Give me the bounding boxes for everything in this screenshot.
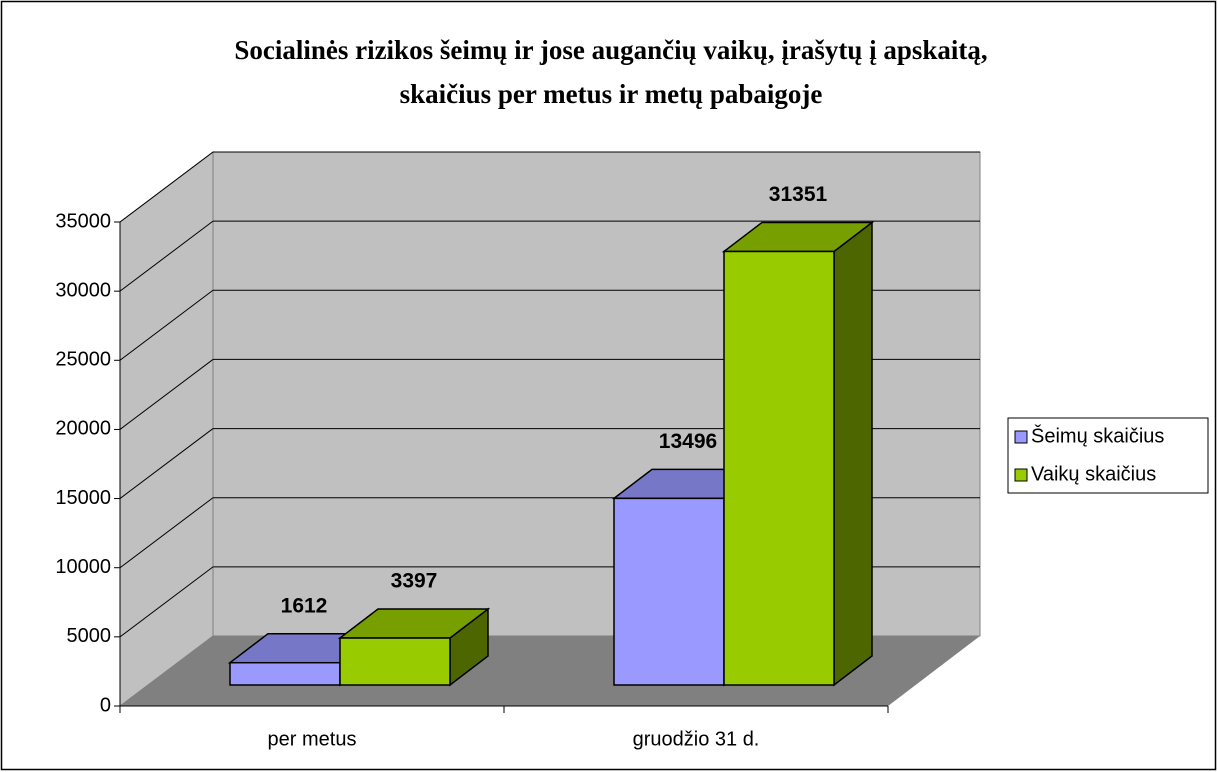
value-label: 1612 bbox=[281, 594, 328, 617]
y-tick-label: 35000 bbox=[55, 210, 111, 232]
bar bbox=[339, 637, 451, 686]
legend-swatch bbox=[1014, 468, 1028, 482]
grid-line bbox=[119, 220, 214, 292]
y-tick-label: 5000 bbox=[67, 625, 112, 647]
x-tick-label: gruodžio 31 d. bbox=[633, 728, 760, 750]
y-tick-label: 15000 bbox=[55, 487, 111, 509]
bar bbox=[613, 497, 725, 686]
grid-line bbox=[119, 289, 214, 361]
grid-line bbox=[119, 566, 214, 638]
y-tick-label: 10000 bbox=[55, 556, 111, 578]
grid-line bbox=[119, 497, 214, 569]
side-wall bbox=[119, 150, 214, 708]
grid-line bbox=[119, 428, 214, 499]
value-label: 31351 bbox=[769, 183, 828, 206]
y-tick-label: 0 bbox=[100, 694, 111, 716]
y-tick-label: 30000 bbox=[55, 279, 111, 301]
legend bbox=[1007, 417, 1209, 494]
bar bbox=[723, 250, 835, 686]
x-tick-label: per metus bbox=[268, 728, 357, 750]
y-tick-label: 25000 bbox=[55, 349, 111, 371]
legend-label: Vaikų skaičius bbox=[1031, 463, 1156, 485]
value-label: 3397 bbox=[391, 570, 438, 593]
value-label: 13496 bbox=[659, 430, 717, 453]
grid-line bbox=[119, 359, 214, 430]
y-tick-label: 20000 bbox=[55, 418, 111, 440]
bar bbox=[229, 661, 341, 686]
chart-title: Socialinės rizikos šeimų ir jose auganči… bbox=[234, 35, 987, 65]
legend-swatch bbox=[1014, 430, 1028, 444]
chart-title: skaičius per metus ir metų pabaigoje bbox=[400, 79, 823, 109]
grid-line bbox=[119, 151, 214, 223]
bar-side bbox=[833, 220, 873, 687]
legend-label: Šeimų skaičius bbox=[1031, 424, 1164, 447]
